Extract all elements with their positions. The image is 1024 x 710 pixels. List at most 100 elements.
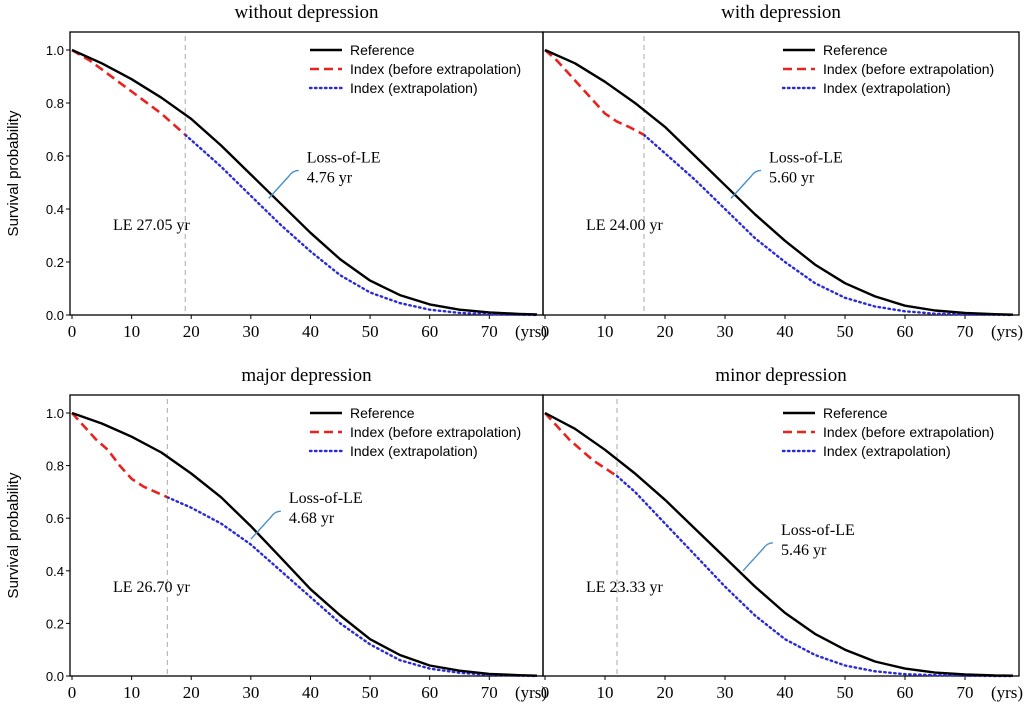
x-tick-label: 30 bbox=[242, 322, 259, 341]
x-unit-label: (yrs) bbox=[991, 683, 1023, 702]
x-tick-label: 30 bbox=[242, 683, 259, 702]
life-expectancy-label: LE 27.05 yr bbox=[113, 217, 191, 234]
x-tick-label: 50 bbox=[362, 322, 379, 341]
panel-major-depression: major depression Survival probability 0.0 0… bbox=[5, 365, 547, 702]
chart-title: minor depression bbox=[715, 365, 847, 386]
x-tick-label: 40 bbox=[302, 683, 319, 702]
y-tick-label: 0.2 bbox=[46, 255, 64, 270]
x-tick-label: 70 bbox=[481, 322, 498, 341]
life-expectancy-label: LE 23.33 yr bbox=[586, 579, 664, 596]
legend-label: Index (before extrapolation) bbox=[823, 61, 994, 77]
x-tick-label: 50 bbox=[837, 683, 854, 702]
x-tick-label: 10 bbox=[123, 683, 140, 702]
legend-label: Index (before extrapolation) bbox=[350, 424, 521, 440]
legend-label: Reference bbox=[350, 405, 415, 421]
x-tick-label: 10 bbox=[597, 683, 614, 702]
loss-of-le-label: Loss-of-LE bbox=[307, 149, 381, 166]
index-extrapolation-line bbox=[184, 133, 539, 317]
legend-label: Reference bbox=[823, 42, 888, 58]
legend-label: Index (extrapolation) bbox=[823, 80, 951, 96]
x-tick-label: 0 bbox=[541, 322, 550, 341]
x-tick-label: 30 bbox=[717, 683, 734, 702]
y-tick-label: 0.2 bbox=[46, 616, 64, 631]
loss-of-le-value: 4.76 yr bbox=[307, 169, 353, 186]
x-tick-label: 70 bbox=[957, 322, 974, 341]
index-before-extrapolation-line bbox=[71, 412, 168, 499]
loss-of-le-label: Loss-of-LE bbox=[289, 490, 363, 507]
y-tick-label: 0.0 bbox=[46, 669, 64, 684]
y-axis-label: Survival probability bbox=[5, 110, 22, 236]
legend-label: Reference bbox=[823, 405, 888, 421]
index-before-extrapolation-line bbox=[71, 48, 187, 136]
loss-of-le-label: Loss-of-LE bbox=[769, 149, 843, 166]
plot-frame bbox=[542, 394, 1020, 677]
y-tick-label: 0.6 bbox=[46, 149, 64, 164]
index-before-extrapolation-line bbox=[544, 49, 645, 136]
panel-minor-depression: minor depression 0 10 20 30 40 50 60 70 (yrs) Refe… bbox=[541, 365, 1023, 702]
y-axis-label: Survival probability bbox=[5, 472, 22, 598]
legend-label: Index (extrapolation) bbox=[350, 80, 478, 96]
y-tick-label: 1.0 bbox=[46, 43, 64, 58]
x-tick-label: 0 bbox=[68, 322, 77, 341]
x-tick-label: 20 bbox=[657, 683, 674, 702]
loss-of-le-pointer bbox=[742, 542, 774, 572]
x-tick-label: 0 bbox=[541, 683, 550, 702]
x-tick-label: 60 bbox=[421, 322, 438, 341]
loss-of-le-value: 5.60 yr bbox=[769, 169, 815, 186]
x-tick-label: 60 bbox=[897, 683, 914, 702]
reference-line bbox=[71, 48, 538, 316]
x-tick-label: 20 bbox=[183, 322, 200, 341]
index-extrapolation-line bbox=[615, 474, 1015, 678]
legend-label: Index (before extrapolation) bbox=[350, 61, 521, 77]
reference-line bbox=[544, 48, 1014, 316]
x-unit-label: (yrs) bbox=[515, 683, 547, 702]
loss-of-le-pointer bbox=[730, 169, 762, 199]
loss-of-le-pointer bbox=[250, 510, 281, 540]
loss-of-le-pointer bbox=[268, 169, 299, 199]
x-tick-label: 60 bbox=[421, 683, 438, 702]
loss-of-le-label: Loss-of-LE bbox=[781, 522, 855, 539]
reference-line bbox=[544, 411, 1014, 677]
x-tick-label: 10 bbox=[123, 322, 140, 341]
index-before-extrapolation-line bbox=[544, 412, 618, 478]
x-tick-label: 40 bbox=[777, 683, 794, 702]
y-tick-label: 0.4 bbox=[46, 564, 64, 579]
x-tick-label: 30 bbox=[717, 322, 734, 341]
y-tick-label: 0.8 bbox=[46, 459, 64, 474]
legend-label: Index (extrapolation) bbox=[350, 443, 478, 459]
x-tick-label: 0 bbox=[68, 683, 77, 702]
x-tick-label: 70 bbox=[481, 683, 498, 702]
x-tick-label: 60 bbox=[897, 322, 914, 341]
plot-frame bbox=[542, 31, 1020, 316]
x-tick-label: 50 bbox=[837, 322, 854, 341]
x-tick-label: 20 bbox=[183, 683, 200, 702]
legend-label: Index (before extrapolation) bbox=[823, 424, 994, 440]
x-tick-label: 40 bbox=[777, 322, 794, 341]
panel-without-depression: without depression Survival probability 0.… bbox=[5, 2, 547, 341]
x-tick-label: 10 bbox=[597, 322, 614, 341]
panel-with-depression: with depression 0 10 20 30 40 50 60 70 (yrs) Refer… bbox=[541, 2, 1023, 341]
x-unit-label: (yrs) bbox=[991, 322, 1023, 341]
life-expectancy-label: LE 24.00 yr bbox=[586, 217, 664, 234]
reference-line bbox=[71, 411, 538, 677]
y-tick-label: 1.0 bbox=[46, 406, 64, 421]
life-expectancy-label: LE 26.70 yr bbox=[113, 579, 191, 596]
index-extrapolation-line bbox=[166, 496, 539, 678]
x-tick-label: 70 bbox=[957, 683, 974, 702]
chart-title: with depression bbox=[721, 2, 841, 23]
y-tick-label: 0.6 bbox=[46, 511, 64, 526]
legend-label: Index (extrapolation) bbox=[823, 443, 951, 459]
x-unit-label: (yrs) bbox=[515, 322, 547, 341]
loss-of-le-value: 4.68 yr bbox=[289, 510, 335, 527]
x-tick-label: 50 bbox=[362, 683, 379, 702]
y-tick-label: 0.8 bbox=[46, 96, 64, 111]
x-tick-label: 20 bbox=[657, 322, 674, 341]
chart-title: without depression bbox=[234, 2, 379, 23]
y-tick-label: 0.0 bbox=[46, 308, 64, 323]
y-tick-label: 0.4 bbox=[46, 202, 64, 217]
index-extrapolation-line bbox=[642, 133, 1015, 317]
loss-of-le-value: 5.46 yr bbox=[781, 542, 827, 559]
legend-label: Reference bbox=[350, 42, 415, 58]
chart-title: major depression bbox=[241, 365, 372, 386]
